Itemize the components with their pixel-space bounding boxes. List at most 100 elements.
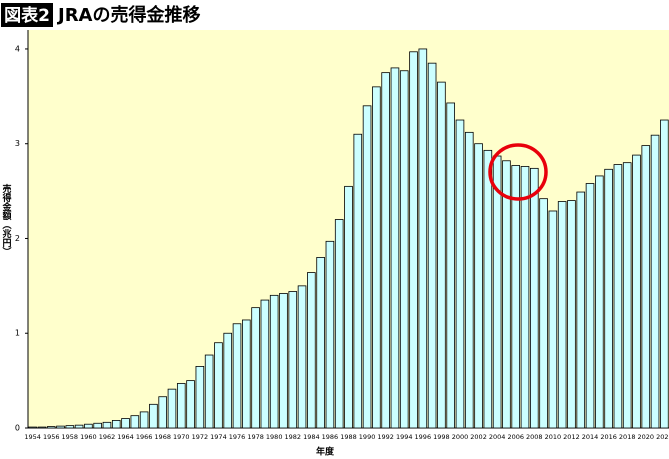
- x-tick-label: 2002: [470, 433, 487, 441]
- x-tick-label: 1972: [192, 433, 209, 441]
- x-tick-label: 1966: [136, 433, 153, 441]
- bar: [548, 210, 558, 429]
- x-tick-label: 1982: [284, 433, 301, 441]
- bar: [325, 240, 335, 429]
- x-tick-label: 2012: [563, 433, 580, 441]
- bar: [362, 105, 372, 429]
- bar: [632, 154, 641, 429]
- bar: [409, 51, 418, 429]
- bar: [37, 426, 47, 429]
- bar: [604, 168, 613, 429]
- bar: [316, 257, 325, 429]
- bar: [492, 155, 502, 429]
- x-tick-label: 1988: [340, 433, 357, 441]
- y-tick-label: 4: [15, 44, 20, 53]
- bar: [353, 133, 363, 429]
- y-axis-label: 売得金額（兆円）: [1, 183, 13, 256]
- x-tick-label: 1996: [415, 433, 432, 441]
- bar: [650, 134, 660, 429]
- bar: [56, 425, 65, 429]
- x-tick-label: 2004: [489, 433, 506, 441]
- x-tick-label: 1984: [303, 433, 320, 441]
- bar: [167, 388, 177, 429]
- x-tick-label: 2020: [638, 433, 655, 441]
- bar: [372, 86, 381, 429]
- bar: [195, 366, 205, 429]
- bar: [251, 307, 260, 429]
- bar: [455, 119, 465, 429]
- badge-box: [1, 3, 53, 27]
- x-tick-label: 1960: [80, 433, 97, 441]
- bar: [529, 167, 539, 429]
- x-tick-label: 1986: [322, 433, 339, 441]
- x-tick-label: 2018: [619, 433, 636, 441]
- x-tick-label: 2014: [582, 433, 599, 441]
- bar: [381, 72, 390, 429]
- x-tick-label: 1976: [229, 433, 246, 441]
- bar: [297, 285, 307, 429]
- x-tick-label: 1970: [173, 433, 190, 441]
- x-tick-label: 1962: [99, 433, 116, 441]
- bar: [232, 323, 242, 429]
- y-tick-label: 2: [15, 234, 20, 243]
- bar: [418, 48, 428, 429]
- bar: [74, 424, 84, 429]
- x-tick-label: 1994: [396, 433, 413, 441]
- bar: [390, 67, 400, 429]
- bar: [539, 198, 548, 429]
- bar: [260, 299, 270, 429]
- x-tick-label: 1998: [433, 433, 450, 441]
- x-tick-label: 1968: [154, 433, 171, 441]
- bar: [511, 165, 521, 429]
- x-tick-label: 1958: [62, 433, 79, 441]
- bar: [121, 418, 130, 429]
- x-tick-label: 2000: [452, 433, 469, 441]
- bar: [483, 149, 493, 429]
- x-tick-label: 1992: [377, 433, 394, 441]
- bar: [437, 81, 446, 429]
- bar: [279, 293, 288, 429]
- bar: [502, 160, 511, 429]
- bar: [660, 119, 669, 429]
- x-tick-label: 1974: [210, 433, 227, 441]
- bar: [93, 422, 102, 429]
- highlight-circle: [488, 143, 548, 201]
- bar: [307, 272, 316, 429]
- bar: [344, 185, 353, 429]
- bar: [158, 396, 168, 429]
- bar: [595, 175, 604, 429]
- bar: [427, 62, 437, 429]
- x-tick-label: 2006: [507, 433, 524, 441]
- bar: [399, 70, 409, 429]
- x-tick-label: 1954: [24, 433, 41, 441]
- bar: [334, 219, 344, 429]
- bar: [65, 425, 75, 429]
- bar: [464, 131, 474, 429]
- bar: [102, 421, 112, 429]
- y-tick-label: 0: [15, 424, 20, 433]
- bar: [111, 420, 121, 429]
- bar: [269, 294, 279, 429]
- bar: [576, 191, 586, 429]
- bar: [139, 411, 149, 429]
- bar: [242, 319, 251, 429]
- bar: [223, 332, 233, 429]
- bar: [84, 423, 93, 429]
- badge: 図表2: [4, 5, 50, 26]
- x-tick-label: 2008: [526, 433, 543, 441]
- bar: [204, 354, 214, 429]
- bar: [149, 403, 158, 429]
- chart-title: JRAの売得金推移: [56, 4, 201, 26]
- bar: [567, 200, 576, 429]
- bar: [186, 380, 195, 429]
- x-tick-label: 2016: [600, 433, 617, 441]
- bar: [613, 164, 623, 429]
- bar: [28, 426, 37, 429]
- x-tick-label: 1964: [117, 433, 134, 441]
- bar: [585, 183, 595, 429]
- x-tick-label: 1978: [247, 433, 264, 441]
- bar: [557, 201, 567, 429]
- x-axis-label: 年度: [316, 446, 335, 458]
- x-tick-label: 1956: [43, 433, 60, 441]
